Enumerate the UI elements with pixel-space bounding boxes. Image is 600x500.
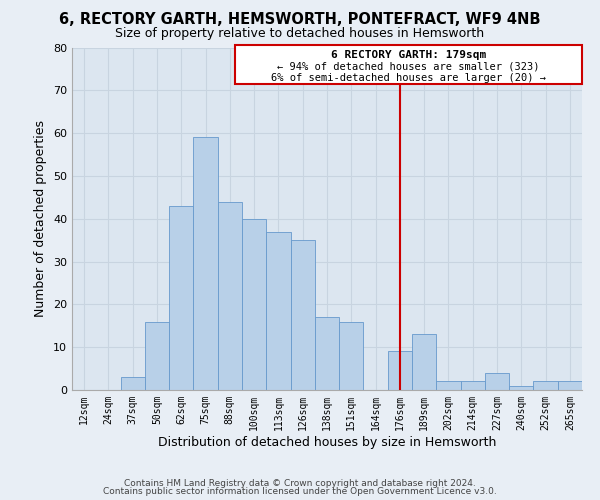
Bar bbox=[509, 386, 533, 390]
Bar bbox=[388, 352, 412, 390]
Text: 6 RECTORY GARTH: 179sqm: 6 RECTORY GARTH: 179sqm bbox=[331, 50, 486, 59]
Bar bbox=[461, 382, 485, 390]
Bar bbox=[121, 377, 145, 390]
Bar bbox=[235, 46, 582, 84]
Text: Contains public sector information licensed under the Open Government Licence v3: Contains public sector information licen… bbox=[103, 487, 497, 496]
Bar bbox=[339, 322, 364, 390]
Bar bbox=[436, 382, 461, 390]
Bar bbox=[266, 232, 290, 390]
Text: Contains HM Land Registry data © Crown copyright and database right 2024.: Contains HM Land Registry data © Crown c… bbox=[124, 478, 476, 488]
Bar bbox=[485, 373, 509, 390]
Bar bbox=[533, 382, 558, 390]
Text: 6, RECTORY GARTH, HEMSWORTH, PONTEFRACT, WF9 4NB: 6, RECTORY GARTH, HEMSWORTH, PONTEFRACT,… bbox=[59, 12, 541, 28]
Bar bbox=[145, 322, 169, 390]
X-axis label: Distribution of detached houses by size in Hemsworth: Distribution of detached houses by size … bbox=[158, 436, 496, 448]
Bar bbox=[412, 334, 436, 390]
Bar bbox=[169, 206, 193, 390]
Bar bbox=[558, 382, 582, 390]
Y-axis label: Number of detached properties: Number of detached properties bbox=[34, 120, 47, 318]
Text: ← 94% of detached houses are smaller (323): ← 94% of detached houses are smaller (32… bbox=[277, 62, 539, 72]
Bar bbox=[193, 138, 218, 390]
Text: Size of property relative to detached houses in Hemsworth: Size of property relative to detached ho… bbox=[115, 28, 485, 40]
Bar bbox=[242, 219, 266, 390]
Bar bbox=[315, 317, 339, 390]
Bar bbox=[290, 240, 315, 390]
Bar bbox=[218, 202, 242, 390]
Text: 6% of semi-detached houses are larger (20) →: 6% of semi-detached houses are larger (2… bbox=[271, 73, 546, 83]
